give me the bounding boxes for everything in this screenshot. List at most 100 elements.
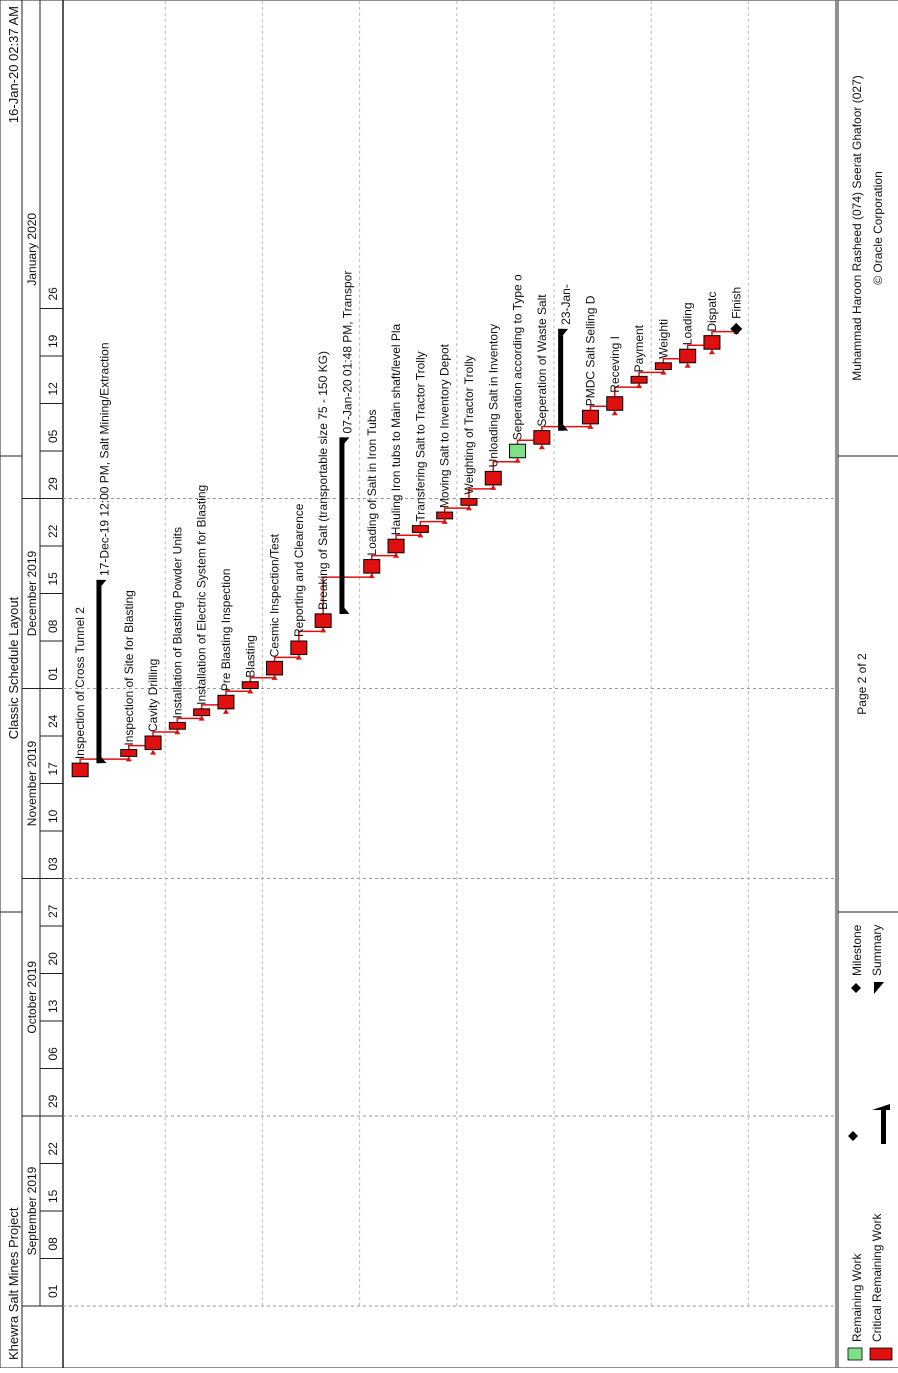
legend: Remaining Work Critical Remaining Work M… — [847, 924, 893, 1361]
dependency-arrow — [247, 688, 254, 694]
week-label: 29 — [46, 1094, 60, 1108]
month-label: December 2019 — [25, 550, 39, 636]
summary-bar-body — [558, 328, 564, 431]
week-label: 10 — [46, 809, 60, 823]
activity-label: Unloading Salt in Inventory — [486, 324, 500, 467]
activity-bar — [679, 348, 697, 364]
activity-label: 17-Dec-19 12:00 PM, Salt Mining/Extracti… — [97, 342, 111, 575]
week-label: 24 — [46, 714, 60, 728]
dependency-arrow — [611, 410, 618, 416]
dependency-arrow — [320, 627, 327, 633]
legend-label-milestone: Milestone — [850, 924, 864, 976]
activity-label: Loading of Salt in Iron Tubs — [365, 409, 379, 555]
activity-bar — [217, 694, 235, 710]
activity-bar — [387, 538, 405, 554]
activity-label: Dispatc — [705, 292, 719, 332]
activity-bar — [581, 409, 599, 425]
summary-bar-body — [96, 579, 102, 764]
legend-label-critical: Critical Remaining Work — [870, 1213, 884, 1342]
activity-label: Weighting of Tractor Trolly — [462, 355, 476, 494]
activity-label: Pre Blasting Inspection — [219, 569, 233, 692]
week-label: 19 — [46, 334, 60, 348]
dependency-arrow — [125, 756, 132, 762]
week-label: 08 — [46, 619, 60, 633]
activity-label: Inspection of Cross Tunnel 2 — [73, 607, 87, 759]
milestone-icon-legend — [851, 983, 861, 993]
activity-label: Seperation according to Type o — [511, 274, 525, 440]
activity-bar — [509, 443, 527, 459]
activity-label: PMDC Salt Selling D — [583, 295, 597, 406]
dependency-arrow — [514, 457, 521, 463]
dependency-arrow — [150, 749, 157, 755]
month-label: September 2019 — [25, 1166, 39, 1255]
month-label: November 2019 — [25, 740, 39, 826]
week-label: 15 — [46, 572, 60, 586]
activity-label: Moving Salt to Inventory Depot — [438, 343, 452, 508]
milestone-marker — [730, 322, 743, 335]
activity-label: Reporting and Clearence — [292, 503, 306, 637]
activity-label: Installation of Blasting Powder Units — [170, 527, 184, 718]
week-label: 15 — [46, 1189, 60, 1203]
activity-bar — [144, 735, 162, 751]
dependency-arrow — [660, 369, 667, 375]
week-label: 06 — [46, 1047, 60, 1061]
dependency-arrow — [417, 532, 424, 538]
activity-label: 23-Jan- — [559, 284, 573, 325]
print-date: 16-Jan-20 02:37 AM — [6, 6, 21, 123]
activity-bar — [266, 660, 284, 676]
activity-label: Finish — [729, 287, 743, 319]
activity-label: Receving I — [608, 336, 622, 393]
week-label: 12 — [46, 382, 60, 396]
activity-bar — [533, 430, 551, 445]
dependency-arrow — [490, 484, 497, 490]
activity-bar — [703, 335, 721, 350]
project-title: Khewra Salt Mines Project — [6, 1207, 21, 1360]
week-label: 01 — [46, 1284, 60, 1298]
dependency-arrow — [271, 674, 278, 680]
activity-bar — [290, 640, 308, 656]
activity-bar — [484, 470, 502, 486]
week-label: 05 — [46, 429, 60, 443]
activity-label: Loading — [681, 302, 695, 345]
activity-bar — [168, 721, 186, 730]
dependency-arrow — [174, 729, 181, 735]
dependency-arrow — [636, 383, 643, 389]
legend-swatch-remaining — [847, 1347, 863, 1361]
activity-label: Installation of Electric System for Blas… — [195, 485, 209, 705]
month-label: October 2019 — [25, 961, 39, 1034]
dependency-arrow — [198, 715, 205, 721]
week-label: 01 — [46, 667, 60, 681]
legend-label-summary: Summary — [870, 925, 884, 976]
dependency-arrow — [708, 349, 715, 355]
week-label: 13 — [46, 999, 60, 1013]
activity-bar — [606, 396, 624, 411]
week-label: 22 — [46, 1142, 60, 1156]
dependency-arrow — [465, 505, 472, 511]
week-label: 08 — [46, 1237, 60, 1251]
week-label: 29 — [46, 477, 60, 491]
activity-bar — [314, 613, 332, 628]
activity-bar — [630, 375, 648, 384]
layout-title: Classic Schedule Layout — [6, 596, 21, 739]
month-label: January 2020 — [25, 213, 39, 286]
activity-bar — [436, 511, 454, 520]
milestone-icon — [848, 1131, 858, 1141]
copyright: © Oracle Corporation — [871, 171, 885, 285]
activity-label: Weighti — [656, 319, 670, 359]
dependency-arrow — [295, 654, 302, 660]
activity-label: Breaking of Salt (transportable size 75 … — [316, 351, 330, 610]
page-number: Page 2 of 2 — [855, 653, 869, 715]
activity-bar — [193, 708, 211, 717]
week-label: 22 — [46, 524, 60, 538]
activity-label: Blasting — [243, 635, 257, 678]
activity-label: Seperation of Waste Salt — [535, 294, 549, 427]
activity-bar — [460, 497, 478, 506]
activity-bar — [71, 762, 89, 778]
dependency-arrow — [368, 573, 375, 579]
dependency-arrow — [538, 444, 545, 450]
activity-label: Transfering Salt to Tractor Trolly — [413, 351, 427, 521]
legend-swatch-critical — [869, 1347, 893, 1361]
week-label: 03 — [46, 857, 60, 871]
dependency-arrow — [222, 708, 229, 714]
